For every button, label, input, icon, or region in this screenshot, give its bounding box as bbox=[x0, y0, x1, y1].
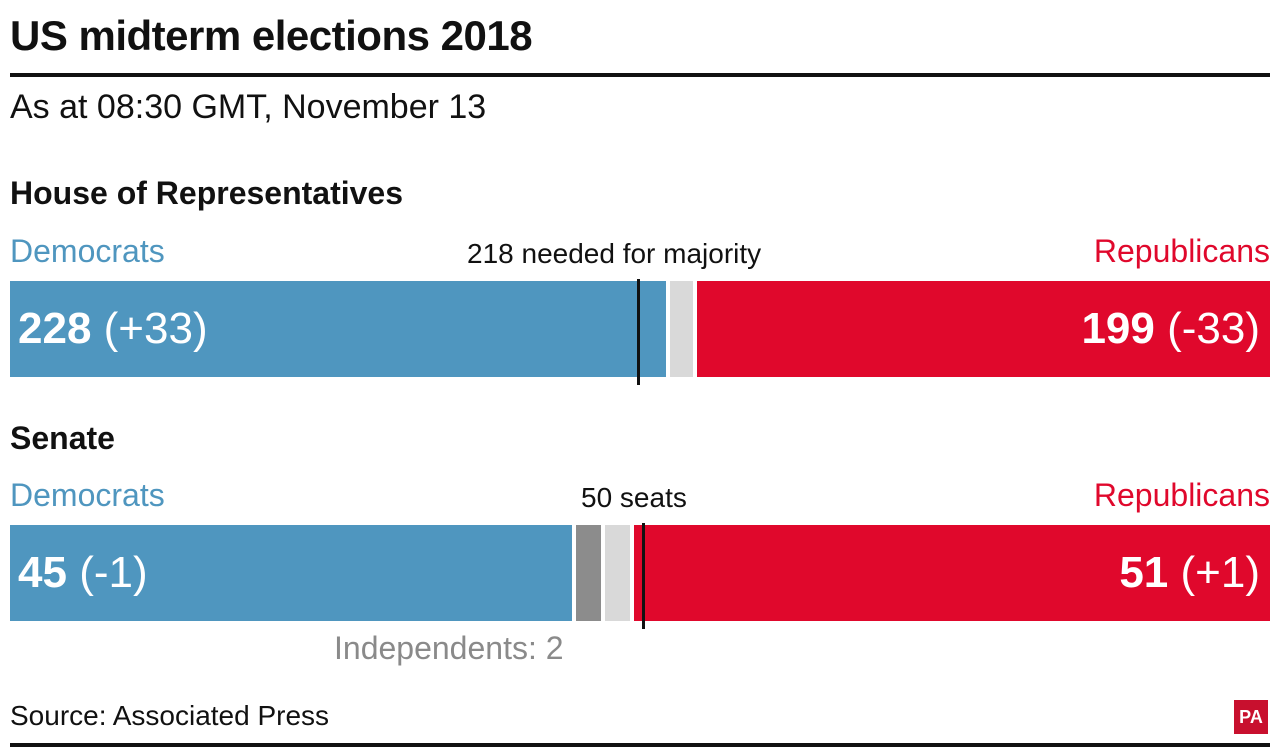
senate-independents-label: Independents: 2 bbox=[334, 630, 564, 666]
senate-democrats-value: 45 (-1) bbox=[18, 525, 148, 621]
house-democrats-bar bbox=[10, 281, 667, 377]
house-democrats-seats: 228 bbox=[18, 304, 92, 353]
footer-rule bbox=[10, 743, 1270, 747]
source-note: Source: Associated Press bbox=[10, 700, 330, 731]
senate-democrats-change: (-1) bbox=[79, 548, 148, 597]
senate-republicans-label: Republicans bbox=[1093, 477, 1270, 513]
house-republicans-change: (-33) bbox=[1167, 304, 1260, 353]
senate-majority-label: 50 seats bbox=[581, 482, 687, 513]
house-republicans-value: 199 (-33) bbox=[1081, 281, 1260, 377]
senate-republicans-value: 51 (+1) bbox=[1119, 525, 1260, 621]
senate-title: Senate bbox=[10, 420, 115, 456]
senate-undecided-bar bbox=[604, 525, 630, 621]
subtitle: As at 08:30 GMT, November 13 bbox=[10, 88, 487, 126]
senate-republicans-change: (+1) bbox=[1180, 548, 1260, 597]
senate-republicans-bar bbox=[633, 525, 1270, 621]
house-republicans-label: Republicans bbox=[1093, 233, 1270, 269]
house-democrats-label: Democrats bbox=[10, 233, 165, 269]
senate-independents-bar bbox=[575, 525, 601, 621]
senate-democrats-label: Democrats bbox=[10, 477, 165, 513]
house-undecided-bar bbox=[670, 281, 694, 377]
pa-logo: PA bbox=[1234, 700, 1268, 734]
senate-republicans-seats: 51 bbox=[1119, 548, 1169, 597]
senate-majority-marker bbox=[642, 523, 645, 629]
page-title: US midterm elections 2018 bbox=[10, 12, 533, 59]
house-republicans-bar bbox=[697, 281, 1270, 377]
house-majority-label: 218 needed for majority bbox=[467, 238, 762, 269]
senate-democrats-bar bbox=[10, 525, 572, 621]
house-democrats-value: 228 (+33) bbox=[18, 281, 208, 377]
house-democrats-change: (+33) bbox=[103, 304, 208, 353]
senate-democrats-seats: 45 bbox=[18, 548, 67, 597]
house-republicans-seats: 199 bbox=[1081, 304, 1155, 353]
house-title: House of Representatives bbox=[10, 175, 404, 211]
house-majority-marker bbox=[637, 279, 641, 385]
title-rule bbox=[10, 73, 1270, 77]
